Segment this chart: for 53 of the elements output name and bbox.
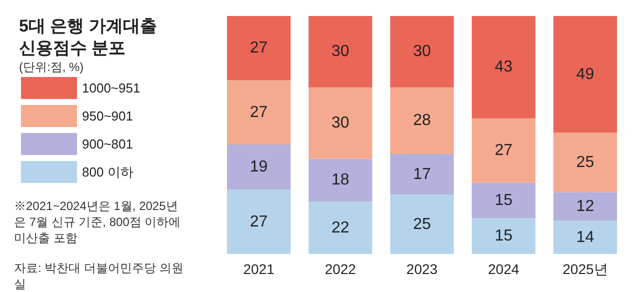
data-label: 43 (494, 58, 513, 76)
text: ※2021~2024년은 1월, 2025년은 7월 신규 기준, 800점 이하에 미산출 포함 (14, 198, 182, 246)
bar (553, 192, 618, 221)
bar (308, 16, 372, 88)
x-tick-label: 2024 (488, 261, 520, 277)
data-label: 27 (250, 40, 268, 57)
bar (472, 218, 536, 254)
data-label: 15 (494, 192, 513, 209)
x-tick-label: 2022 (324, 261, 356, 277)
data-label: 30 (332, 114, 350, 132)
bar (308, 158, 372, 202)
data-label: 14 (576, 228, 594, 246)
data-label: 18 (332, 172, 350, 189)
data-label: 15 (494, 228, 513, 245)
data-label: 25 (413, 216, 431, 233)
data-label: 28 (413, 112, 431, 130)
bar (472, 118, 536, 183)
data-label: 19 (250, 158, 268, 176)
data-label: 25 (576, 154, 594, 171)
bar (308, 202, 372, 254)
data-label: 17 (413, 166, 431, 183)
bar (390, 87, 454, 154)
x-tick-label: 2023 (406, 261, 438, 277)
bar (390, 194, 454, 254)
legend-label: 900~801 (82, 136, 133, 152)
bar (553, 220, 618, 254)
x-tick-label: 2021 (243, 261, 275, 277)
data-label: 27 (494, 142, 513, 159)
bar (553, 132, 618, 192)
data-label: 30 (413, 43, 431, 60)
data-label: 12 (576, 198, 594, 215)
bar (226, 16, 291, 80)
bar (472, 182, 536, 218)
bar (472, 16, 536, 118)
x-tick-label: 2025년 (562, 261, 608, 277)
text: 5대 은행 가계대출 신용점수 분포 (19, 16, 162, 58)
legend-label: 950~901 (82, 108, 133, 124)
text: 자료: 박찬대 더불어민주당 의원실 (14, 260, 184, 292)
data-label: 30 (332, 43, 350, 60)
legend-label: 800 이하 (82, 164, 134, 180)
data-label: 22 (332, 219, 350, 236)
data-label: 27 (250, 104, 268, 121)
bar (226, 190, 291, 254)
bar (308, 87, 372, 159)
data-label: 49 (576, 66, 594, 83)
legend-label: 1000~951 (82, 80, 140, 96)
text: (단위:점, %) (19, 60, 84, 74)
bar (553, 16, 618, 133)
bar (226, 144, 291, 190)
bar (390, 16, 454, 88)
bar (390, 154, 454, 194)
bar (226, 80, 291, 145)
data-label: 27 (250, 213, 268, 230)
